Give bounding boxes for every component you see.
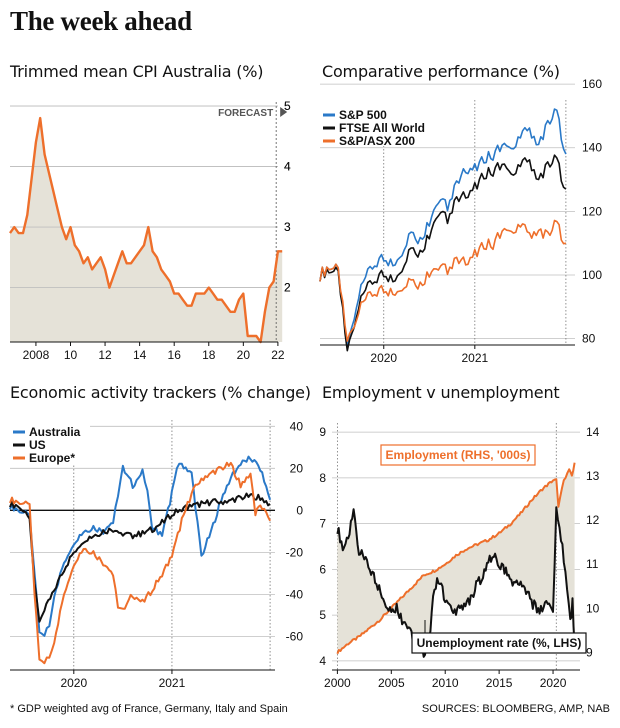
employment-right-tick-label: 11 (586, 557, 599, 571)
activity-y-tick-label: -40 (286, 587, 304, 601)
forecast-arrow-icon (280, 107, 288, 117)
performance-series-line (319, 154, 567, 352)
employment-x-tick-label: 2005 (378, 676, 405, 690)
cpi-over-y-tick-label: 4 (284, 160, 291, 174)
cpi-over-y-tick-label: 2 (284, 281, 291, 295)
employment-right-tick-label: 14 (586, 425, 600, 439)
cpi-chart-title: Trimmed mean CPI Australia (%) (10, 62, 264, 81)
activity-y-tick-label: 20 (290, 461, 304, 475)
employment-x-tick-label: 2000 (324, 676, 351, 690)
employment-x-tick-label: 2020 (540, 676, 567, 690)
performance-legend-label: FTSE All World (339, 121, 425, 135)
performance-y-tick-label: 140 (582, 141, 602, 155)
employment-chart: 4 5 6 7 8 9 9 10 11 12 13 14 2000 2005 2010 2015 2020 Emp… (319, 423, 600, 690)
sources-note: SOURCES: BLOOMBERG, AMP, NAB (421, 703, 610, 715)
employment-left-tick-label: 4 (319, 654, 326, 668)
activity-legend-label: Australia (29, 425, 81, 439)
employment-x-tick-label: 2010 (432, 676, 459, 690)
employment-right-tick-label: 9 (586, 645, 593, 659)
performance-legend-label: S&P/ASX 200 (339, 134, 415, 148)
cpi-x-tick-label: 18 (202, 348, 216, 362)
activity-legend-label: US (29, 438, 46, 452)
performance-x-tick-label: 2021 (461, 351, 488, 365)
employment-x-tick-label: 2015 (486, 676, 513, 690)
employment-left-tick-label: 7 (319, 517, 326, 531)
cpi-y-tick-label: 3 (284, 220, 291, 234)
activity-y-tick-label: 0 (296, 503, 303, 517)
activity-y-tick-label: -60 (286, 629, 304, 643)
cpi-x-tick-label: 22 (271, 348, 285, 362)
cpi-x-tick-label: 10 (64, 348, 78, 362)
employment-left-tick-label: 6 (319, 562, 326, 576)
performance-legend-bg (320, 100, 470, 146)
cpi-forecast-label: FORECAST (218, 108, 273, 119)
performance-x-tick-label: 2020 (370, 351, 397, 365)
cpi-over-y-tick-label: 3 (284, 220, 291, 234)
activity-y-tick-label: 40 (290, 419, 304, 433)
employment-left-tick-label: 9 (319, 425, 326, 439)
unemployment-series-line (336, 506, 576, 658)
performance-series-line (319, 108, 567, 349)
performance-y-tick-label: 120 (582, 204, 602, 218)
cpi-x-tick-label: 2008 (23, 348, 50, 362)
activity-legend-label: Europe* (29, 451, 75, 465)
cpi-y-tick-label: 4 (284, 160, 291, 174)
activity-x-tick-label: 2021 (159, 676, 186, 690)
employment-label-box (380, 444, 536, 466)
employment-left-tick-label: 5 (319, 608, 326, 622)
cpi-area (10, 118, 283, 342)
employment-right-tick-label: 12 (586, 513, 600, 527)
employment-left-tick-label: 8 (319, 471, 326, 485)
performance-legend-label: S&P 500 (339, 108, 387, 122)
performance-y-tick-label: 160 (582, 77, 602, 91)
employment-gap-area (337, 462, 575, 657)
employment-right-tick-label: 13 (586, 469, 600, 483)
cpi-over-y-tick-label: 5 (284, 99, 291, 113)
page-title: The week ahead (10, 6, 192, 36)
activity-series-line (9, 461, 271, 665)
unemployment-label: Unemployment rate (%, LHS) (417, 636, 582, 650)
employment-right-tick-label: 10 (586, 601, 600, 615)
employment-series-line (336, 462, 576, 655)
activity-series-line (9, 455, 272, 637)
unemployment-label-box (411, 632, 587, 654)
performance-y-tick-label: 100 (582, 268, 602, 282)
performance-series-line (319, 219, 567, 342)
activity-y-tick-label: -20 (286, 545, 304, 559)
cpi-x-tick-label: 16 (168, 348, 182, 362)
footnote: * GDP weighted avg of France, Germany, I… (10, 703, 288, 715)
employment-chart-title: Employment v unemployment (322, 383, 560, 402)
performance-y-tick-label: 80 (582, 332, 596, 346)
activity-series-line (9, 492, 271, 623)
cpi-y-tick-label: 2 (284, 281, 291, 295)
cpi-x-tick-label: 14 (133, 348, 147, 362)
cpi-y-tick-label: 5 (284, 99, 291, 113)
performance-chart-title: Comparative performance (%) (322, 62, 560, 81)
cpi-x-tick-label: 20 (237, 348, 251, 362)
activity-chart-title: Economic activity trackers (% change) (10, 383, 311, 402)
employment-label: Employment (RHS, '000s) (386, 448, 531, 462)
cpi-series-line (9, 116, 283, 344)
cpi-x-tick-label: 12 (98, 348, 112, 362)
activity-x-tick-label: 2020 (60, 676, 87, 690)
